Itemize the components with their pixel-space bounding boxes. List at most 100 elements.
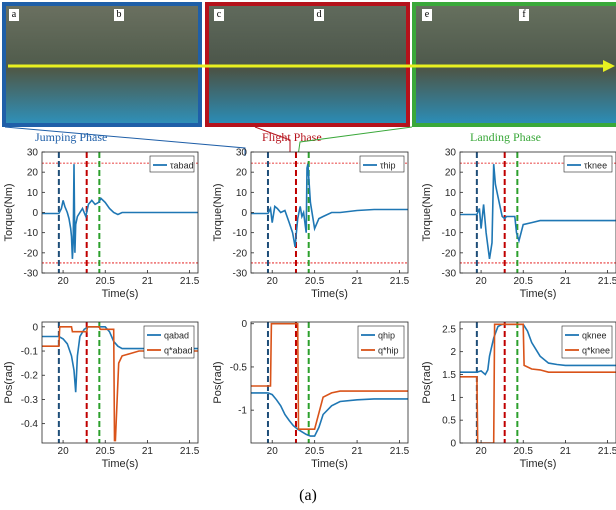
torque-abad-ytick-label: -30 bbox=[24, 269, 39, 280]
pos-hip-xtick-label: 21.5 bbox=[390, 446, 410, 457]
photo-label-a: a bbox=[9, 9, 19, 21]
pos-abad-frame bbox=[41, 321, 199, 444]
torque-knee-series-0 bbox=[460, 164, 616, 260]
pos-knee-legend-label-0: qknee bbox=[582, 331, 607, 341]
pos-hip-ytick-label: -1 bbox=[238, 406, 247, 417]
torque-knee-xtick-label: 20.5 bbox=[514, 276, 534, 287]
torque-abad-ytick-label: -20 bbox=[24, 248, 39, 259]
torque-knee-ytick-label: 20 bbox=[445, 168, 457, 179]
torque-hip-ytick-label: -30 bbox=[233, 269, 248, 280]
pos-knee-frame bbox=[459, 321, 616, 444]
torque-abad-ytick-label: 20 bbox=[27, 168, 39, 179]
torque-abad-xtick-label: 20 bbox=[58, 276, 70, 287]
torque-abad-ytick-label: -10 bbox=[24, 228, 39, 239]
torque-knee-ytick-label: -20 bbox=[442, 248, 457, 259]
torque-abad-series-0 bbox=[42, 164, 198, 259]
pos-hip-frame bbox=[250, 321, 409, 444]
torque-hip-ylabel: Torque(Nm) bbox=[212, 183, 224, 241]
photo-label-b: b bbox=[114, 9, 124, 21]
torque-knee-ytick-label: -10 bbox=[442, 228, 457, 239]
pos-abad-legend-box bbox=[143, 325, 195, 359]
pos-abad-xtick-label: 21.5 bbox=[180, 446, 200, 457]
torque-hip-chart: 20 20.5 21 21.5 -30 -20 -10 0 10 20 30 Time(s) Torqu… bbox=[212, 148, 410, 301]
pos-abad-ytick-label: 0 bbox=[32, 322, 38, 333]
torque-hip-ytick-label: 30 bbox=[236, 148, 248, 159]
pos-abad-plot-content bbox=[42, 322, 198, 443]
torque-abad-xlabel: Time(s) bbox=[102, 288, 139, 300]
pos-knee-xtick-label: 20 bbox=[476, 446, 488, 457]
torque-hip-xtick-label: 20 bbox=[267, 276, 279, 287]
pos-hip-ytick-label: 0 bbox=[241, 319, 247, 330]
pos-hip-legend-label-0: qhip bbox=[378, 331, 395, 341]
torque-hip-legend-label-0: τhip bbox=[380, 161, 396, 171]
torque-knee-ytick-label: -30 bbox=[442, 269, 457, 280]
torque-abad-xtick-label: 21.5 bbox=[180, 276, 200, 287]
pos-hip-ytick-label: -0.5 bbox=[230, 362, 248, 373]
torque-abad-ytick-label: 30 bbox=[27, 148, 39, 159]
jumping-connector bbox=[4, 126, 246, 156]
torque-knee-ytick-label: 0 bbox=[450, 208, 456, 219]
pos-knee-xtick-label: 21 bbox=[560, 446, 572, 457]
pos-abad-ytick-label: -0.4 bbox=[21, 419, 39, 430]
pos-knee-ytick-label: 0 bbox=[450, 439, 456, 450]
pos-abad-legend-label-0: qabad bbox=[164, 331, 189, 341]
pos-abad-xlabel: Time(s) bbox=[102, 458, 139, 470]
pos-knee-xtick-label: 21.5 bbox=[598, 446, 616, 457]
pos-abad-xtick-label: 20 bbox=[58, 446, 70, 457]
pos-hip-series-0 bbox=[251, 392, 408, 437]
pos-abad-chart: 20 20.5 21 21.5 -0.4 -0.3 -0.2 -0.1 0 Time(s) Pos(… bbox=[3, 321, 200, 470]
pos-hip-xtick-label: 20.5 bbox=[305, 446, 325, 457]
flight-phase-label: Flight Phase bbox=[262, 130, 322, 144]
torque-abad-ytick-label: 0 bbox=[32, 208, 38, 219]
torque-hip-series-0 bbox=[251, 163, 408, 247]
torque-hip-ytick-label: 10 bbox=[236, 188, 248, 199]
torque-abad-legend-box bbox=[149, 155, 195, 173]
torque-hip-ytick-label: 20 bbox=[236, 168, 248, 179]
pos-abad-xtick-label: 21 bbox=[142, 446, 154, 457]
landing-connector bbox=[297, 126, 413, 157]
torque-hip-xtick-label: 21 bbox=[352, 276, 364, 287]
torque-knee-xtick-label: 21.5 bbox=[598, 276, 616, 287]
torque-hip-xtick-label: 21.5 bbox=[390, 276, 410, 287]
torque-knee-xlabel: Time(s) bbox=[520, 288, 557, 300]
pos-abad-ytick-label: -0.3 bbox=[21, 395, 39, 406]
pos-abad-ylabel: Pos(rad) bbox=[3, 361, 15, 403]
pos-abad-xtick-label: 20.5 bbox=[96, 446, 116, 457]
pos-knee-plot-content bbox=[460, 322, 616, 443]
photo-label-f: f bbox=[519, 9, 529, 21]
pos-abad-ytick-label: -0.2 bbox=[21, 371, 39, 382]
torque-abad-ytick-label: 10 bbox=[27, 188, 39, 199]
torque-abad-xtick-label: 21 bbox=[142, 276, 154, 287]
torque-hip-ytick-label: 0 bbox=[241, 208, 247, 219]
pos-knee-chart: 20 20.5 21 21.5 0 0.5 1 1.5 2 2.5 Time(s) Pos(rad) q… bbox=[421, 321, 616, 470]
pos-knee-ytick-label: 1.5 bbox=[442, 370, 456, 381]
torque-knee-ylabel: Torque(Nm) bbox=[421, 183, 433, 241]
pos-hip-ylabel: Pos(rad) bbox=[212, 361, 224, 403]
torque-knee-ytick-label: 30 bbox=[445, 148, 457, 159]
photo-label-d: d bbox=[314, 9, 324, 21]
pos-knee-ylabel: Pos(rad) bbox=[421, 361, 433, 403]
torque-hip-ytick-label: -20 bbox=[233, 248, 248, 259]
pos-hip-xtick-label: 21 bbox=[352, 446, 364, 457]
torque-hip-xlabel: Time(s) bbox=[311, 288, 348, 300]
torque-knee-plot-content bbox=[460, 152, 616, 273]
figure-caption: (a) bbox=[299, 487, 317, 504]
pos-knee-ytick-label: 2.5 bbox=[442, 324, 456, 335]
pos-knee-legend-label-1: q*knee bbox=[582, 346, 610, 356]
torque-abad-chart: 20 20.5 21 21.5 -30 -20 -10 0 10 20 30 Time(s) Torqu… bbox=[3, 148, 200, 301]
pos-knee-legend-box bbox=[561, 325, 613, 359]
torque-knee-xtick-label: 21 bbox=[560, 276, 572, 287]
landing-phase-label: Landing Phase bbox=[470, 130, 541, 144]
pos-hip-series-1 bbox=[251, 322, 408, 431]
pos-knee-series-1 bbox=[460, 323, 616, 443]
pos-abad-ytick-label: -0.1 bbox=[21, 347, 39, 358]
pos-hip-legend-label-1: q*hip bbox=[378, 346, 399, 356]
torque-knee-xtick-label: 20 bbox=[476, 276, 488, 287]
pos-knee-xlabel: Time(s) bbox=[520, 458, 557, 470]
torque-hip-xtick-label: 20.5 bbox=[305, 276, 325, 287]
torque-abad-legend-label-0: τabad bbox=[170, 161, 194, 171]
pos-knee-xtick-label: 20.5 bbox=[514, 446, 534, 457]
torque-knee-legend-label-0: τknee bbox=[584, 161, 607, 171]
pos-abad-legend-label-1: q*abad bbox=[164, 346, 193, 356]
